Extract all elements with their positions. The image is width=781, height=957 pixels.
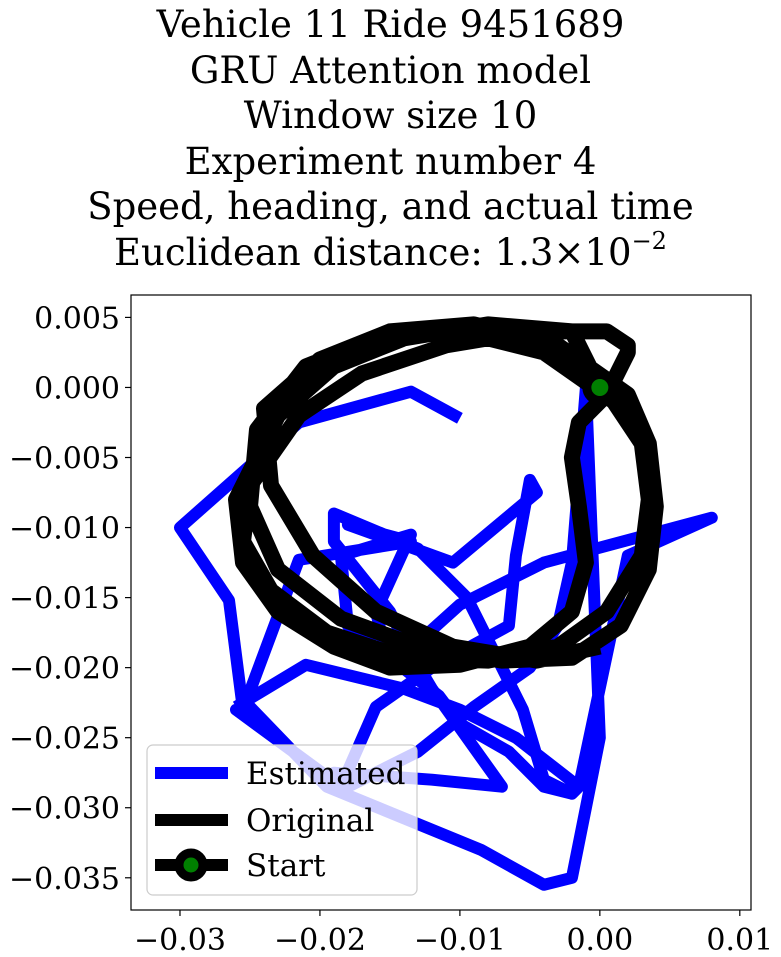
legend-box: [146, 744, 418, 896]
series-layer: [174, 316, 718, 891]
y-tick-label: −0.035: [9, 862, 120, 897]
legend: Estimated Original Start: [146, 744, 418, 896]
title-line-window: Window size 10: [243, 94, 538, 137]
y-tick-label: −0.020: [9, 652, 120, 687]
title-line-distance: Euclidean distance: 1.3×10−2: [0, 226, 781, 276]
y-axis: 0.005 0.000 −0.005 −0.010 −0.015 −0.020 −0.025…: [9, 301, 131, 897]
chart-title: Vehicle 11 Ride 9451689 GRU Attention mo…: [0, 0, 781, 275]
x-tick-label: 0.00: [566, 923, 633, 957]
y-tick-label: −0.005: [9, 442, 120, 477]
x-tick-label: 0.01: [706, 923, 773, 957]
x-tick-label: −0.01: [414, 923, 506, 957]
y-tick-label: −0.030: [9, 792, 120, 827]
y-tick-label: 0.000: [34, 371, 120, 406]
distance-mantissa: 1.3: [494, 230, 554, 274]
plot-frame: [130, 294, 752, 911]
y-tick-label: −0.010: [9, 512, 120, 547]
y-tick-label: 0.005: [34, 301, 120, 336]
title-line-features: Speed, heading, and actual time: [87, 185, 694, 228]
x-tick-label: −0.03: [134, 923, 226, 957]
x-tick-label: −0.02: [274, 923, 366, 957]
title-line-experiment: Experiment number 4: [184, 139, 597, 183]
y-tick-label: −0.025: [9, 722, 120, 757]
title-line-model: GRU Attention model: [189, 48, 592, 92]
legend-start-marker: [174, 848, 208, 882]
legend-estimated-label: Estimated: [246, 756, 405, 792]
distance-times: ×: [553, 230, 585, 274]
legend-original-label: Original: [246, 803, 374, 839]
x-axis: −0.03 −0.02 −0.01 0.00 0.01: [134, 910, 773, 957]
legend-start-label: Start: [246, 848, 326, 884]
title-line-vehicle: Vehicle 11 Ride 9451689: [156, 3, 625, 46]
start-point-marker: [582, 369, 618, 405]
distance-prefix: Euclidean distance:: [114, 230, 495, 274]
distance-exponent: −2: [631, 226, 667, 255]
distance-base: 10: [584, 230, 632, 274]
y-tick-label: −0.015: [9, 582, 120, 617]
